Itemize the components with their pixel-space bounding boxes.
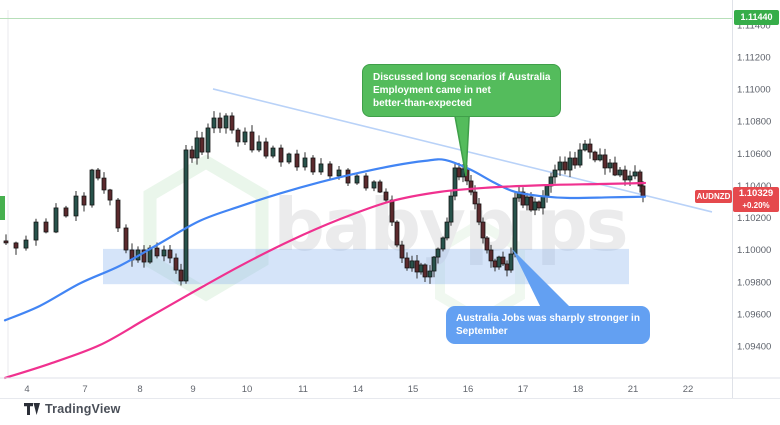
tradingview-attribution-link[interactable]: TradingView [24,402,121,416]
date-tick-label: 17 [518,384,529,395]
date-tick-label: 18 [573,384,584,395]
price-tick-label: 1.10600 [737,149,771,160]
price-tick-label: 1.09800 [737,277,771,288]
date-tick-label: 14 [353,384,364,395]
date-tick-label: 7 [82,384,87,395]
price-tick-label: 1.09400 [737,342,771,353]
alert-price-label[interactable]: 1.11440 [734,10,779,25]
date-tick-label: 15 [408,384,419,395]
price-change-percent: +0.20% [742,201,770,210]
date-tick-label: 4 [24,384,29,395]
time-axis[interactable]: 4 7 8 9 10 11 14 15 16 17 18 21 22 [24,384,693,395]
last-price-value: 1.10329 [738,188,774,199]
date-tick-label: 22 [683,384,694,395]
blue-note-callout[interactable]: Australia Jobs was sharply stronger in S… [446,306,650,344]
date-tick-label: 11 [298,384,308,395]
date-tick-label: 10 [242,384,253,395]
price-tick-label: 1.10200 [737,213,771,224]
moving-average-pink[interactable] [3,181,647,380]
price-tick-label: 1.10000 [737,245,771,256]
last-price-label[interactable]: 1.10329 +0.20% [733,187,779,212]
date-tick-label: 8 [137,384,142,395]
support-zone-rectangle[interactable] [103,248,629,285]
blue-callout-tail [512,249,575,312]
date-tick-label: 9 [190,384,195,395]
price-tick-label: 1.11400 [737,20,771,31]
price-tick-label: 1.10800 [737,117,771,128]
babypips-hexagon-watermark [143,154,269,302]
price-tick-label: 1.11200 [737,53,771,64]
date-tick-label: 16 [463,384,474,395]
date-tick-label: 21 [628,384,639,395]
price-tick-label: 1.09600 [737,309,771,320]
tradingview-logo-icon [24,403,40,415]
price-tick-label: 1.10400 [737,181,771,192]
left-edge-green-mark [0,196,5,220]
price-tick-label: 1.11000 [737,85,771,96]
green-note-callout[interactable]: Discussed long scenarios if Australia Em… [362,64,562,117]
moving-average-blue[interactable] [3,158,647,322]
symbol-ticker-chip: AUDNZD [695,190,732,203]
price-axis[interactable]: 1.11400 1.11200 1.11000 1.10800 1.10600 1.104… [737,20,771,352]
tradingview-logo-text: TradingView [45,402,121,416]
